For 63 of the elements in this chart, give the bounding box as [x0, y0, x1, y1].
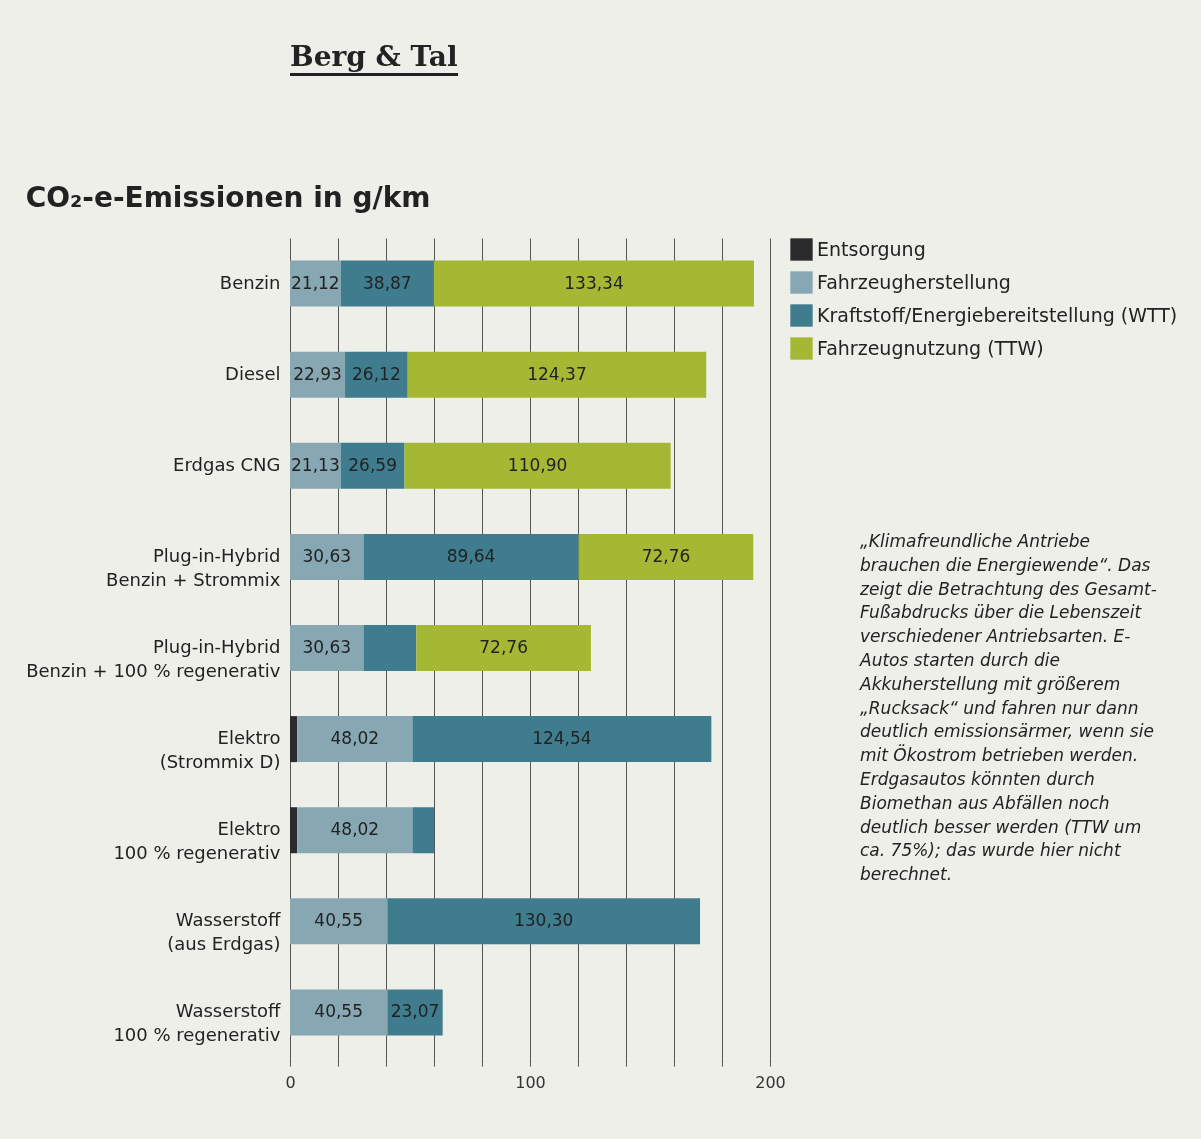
bar: [290, 625, 364, 671]
bar: [340, 442, 405, 489]
bar: [404, 442, 671, 489]
legend-label: Fahrzeugnutzung (TTW): [817, 336, 1044, 359]
text: Berg & Tal: [290, 40, 458, 76]
data-label: 40,55: [314, 910, 363, 931]
x-tick-label: 100: [515, 1072, 546, 1092]
data-label: 23,07: [390, 1001, 440, 1022]
data-label: 30,63: [302, 637, 352, 657]
data-label: 133,34: [564, 272, 624, 293]
data-label: 89,64: [446, 545, 496, 566]
bar: [290, 989, 388, 1036]
x-tick-label: 200: [755, 1072, 786, 1092]
bar: [290, 533, 364, 580]
bar: [407, 351, 707, 398]
data-label: 30,63: [302, 545, 352, 566]
data-label: 72,76: [479, 637, 528, 657]
bar: [290, 807, 298, 854]
data-label: 40,55: [314, 1001, 363, 1022]
bar: [416, 625, 591, 671]
bar: [412, 716, 712, 763]
x-tick-label: 0: [285, 1072, 296, 1092]
legend-label: Fahrzeugherstellung: [817, 270, 1011, 293]
bar: [387, 898, 701, 945]
data-label: 72,76: [641, 545, 691, 566]
chart-title: CO₂-e-Emissionen in g/km: [25, 181, 431, 214]
bar: [387, 989, 443, 1036]
y-tick-label: Elektro 100 % regenerativ: [113, 818, 281, 864]
data-label: 21,12: [291, 272, 340, 293]
bar: [578, 533, 754, 580]
bar: [290, 898, 388, 945]
legend-label: Entsorgung: [817, 237, 926, 260]
y-tick-label: Benzin: [219, 271, 281, 293]
bar: [340, 260, 434, 307]
text: „Klimafreundliche Antriebe brauchen die Energiewende“. Das zeigt die Betrachtung des Gesamt-Fußabdrucks über die Lebenszeit verschiedener Antriebsarten. E-Autos starten durch die Akkuherstellung mit größerem „Rucksack“ und fahren nur dann deutlich emissionsärmer, wenn sie mit Ökostrom betrieben werden. Erdgasautos könnten durch Biomethan aus Abfällen noch deutlich besser werden (TTW um ca. 75%); das wurde hier nicht berechnet.: [860, 531, 1157, 885]
bar: [297, 716, 413, 763]
y-tick-label: Wasserstoff 100 % regenerativ: [113, 1000, 282, 1046]
data-label: 110,90: [507, 454, 568, 475]
data-label: 124,54: [532, 728, 592, 749]
data-label: 130,30: [513, 910, 574, 931]
bar: [363, 625, 417, 671]
data-label: 124,37: [527, 363, 587, 384]
bar: [433, 260, 754, 307]
y-tick-label: Diesel: [225, 362, 281, 384]
bar: [290, 260, 341, 307]
data-label: 48,02: [330, 819, 380, 840]
bar: [297, 807, 413, 854]
y-tick-label: Plug-in-Hybrid Benzin + Strommix: [106, 544, 281, 590]
data-label: 21,13: [291, 454, 340, 475]
bar: [412, 807, 435, 854]
legend-label: Kraftstoff/Energiebereitstellung (WTT): [817, 303, 1178, 326]
data-label: 38,87: [363, 272, 412, 293]
y-tick-label: Elektro (Strommix D): [159, 727, 281, 773]
data-label: 22,93: [293, 363, 342, 384]
y-tick-label: Erdgas CNG: [173, 453, 281, 475]
y-tick-label: Wasserstoff (aus Erdgas): [167, 909, 282, 955]
y-tick-label: Plug-in-Hybrid Benzin + 100 % regenerativ: [26, 636, 281, 681]
data-label: 26,59: [348, 454, 397, 475]
bar: [345, 351, 408, 398]
bar: [290, 716, 298, 763]
data-label: 48,02: [330, 728, 380, 749]
bar: [363, 533, 579, 580]
data-label: 26,12: [352, 363, 401, 384]
